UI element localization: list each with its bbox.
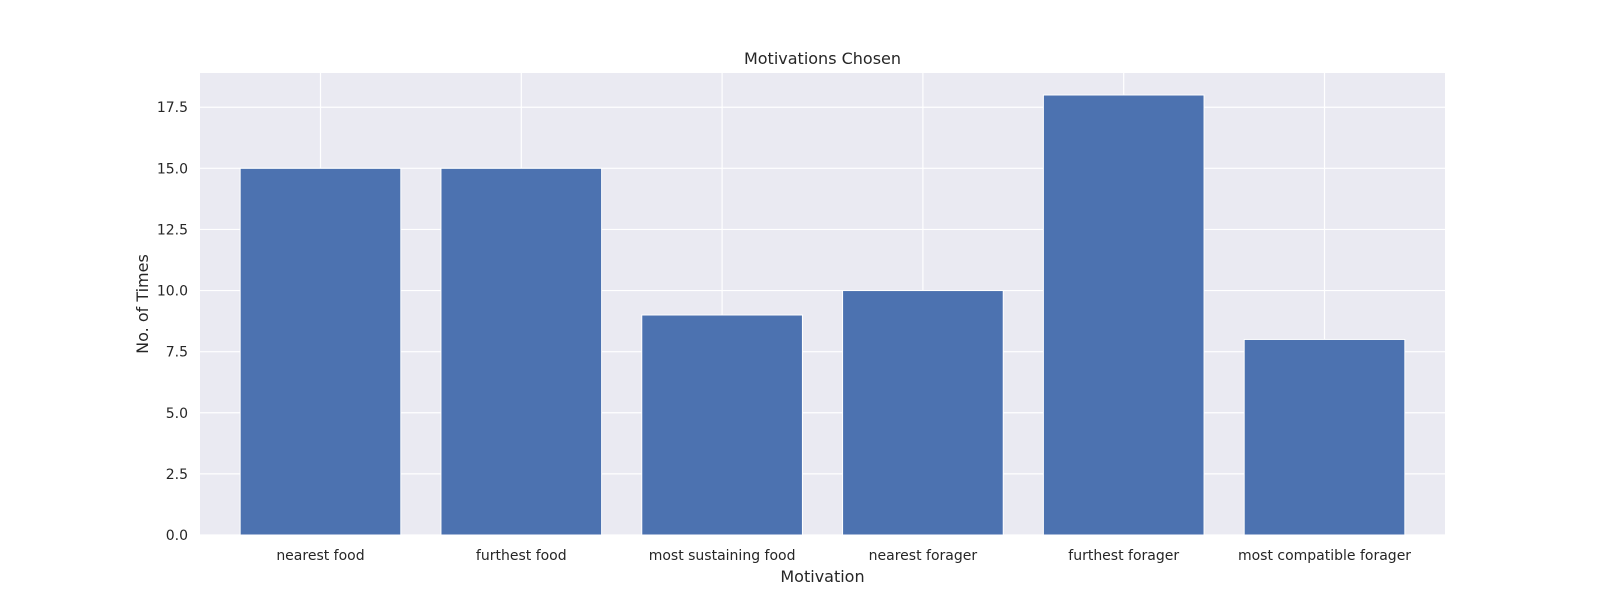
y-tick-label: 10.0 [157,284,188,300]
y-tick-label: 5.0 [166,406,188,422]
chart-title: Motivations Chosen [744,49,901,68]
plot-area [200,73,1445,535]
y-axis-label: No. of Times [133,254,152,354]
x-axis-label: Motivation [780,567,864,586]
x-tick-label: most compatible forager [1238,548,1411,564]
bar [440,167,603,536]
y-tick-label: 7.5 [166,345,188,361]
bars [239,94,1406,536]
x-tick-label: most sustaining food [649,548,796,564]
y-tick-label: 17.5 [157,100,188,116]
y-tick-label: 12.5 [157,222,188,238]
x-axis-ticks: nearest food furthest food most sustaining… [276,548,1411,564]
y-tick-label: 0.0 [166,528,188,544]
x-tick-label: nearest forager [869,548,978,564]
bar [842,290,1004,536]
y-tick-label: 15.0 [157,161,188,177]
x-tick-label: nearest food [276,548,364,564]
bar [239,167,402,536]
bar [1243,338,1406,536]
y-tick-label: 2.5 [166,467,188,483]
x-tick-label: furthest forager [1068,548,1179,564]
bar [641,314,803,536]
bar [1042,94,1205,536]
x-tick-label: furthest food [476,548,567,564]
y-axis-ticks: 0.0 2.5 5.0 7.5 10.0 12.5 15.0 17.5 [157,100,188,544]
